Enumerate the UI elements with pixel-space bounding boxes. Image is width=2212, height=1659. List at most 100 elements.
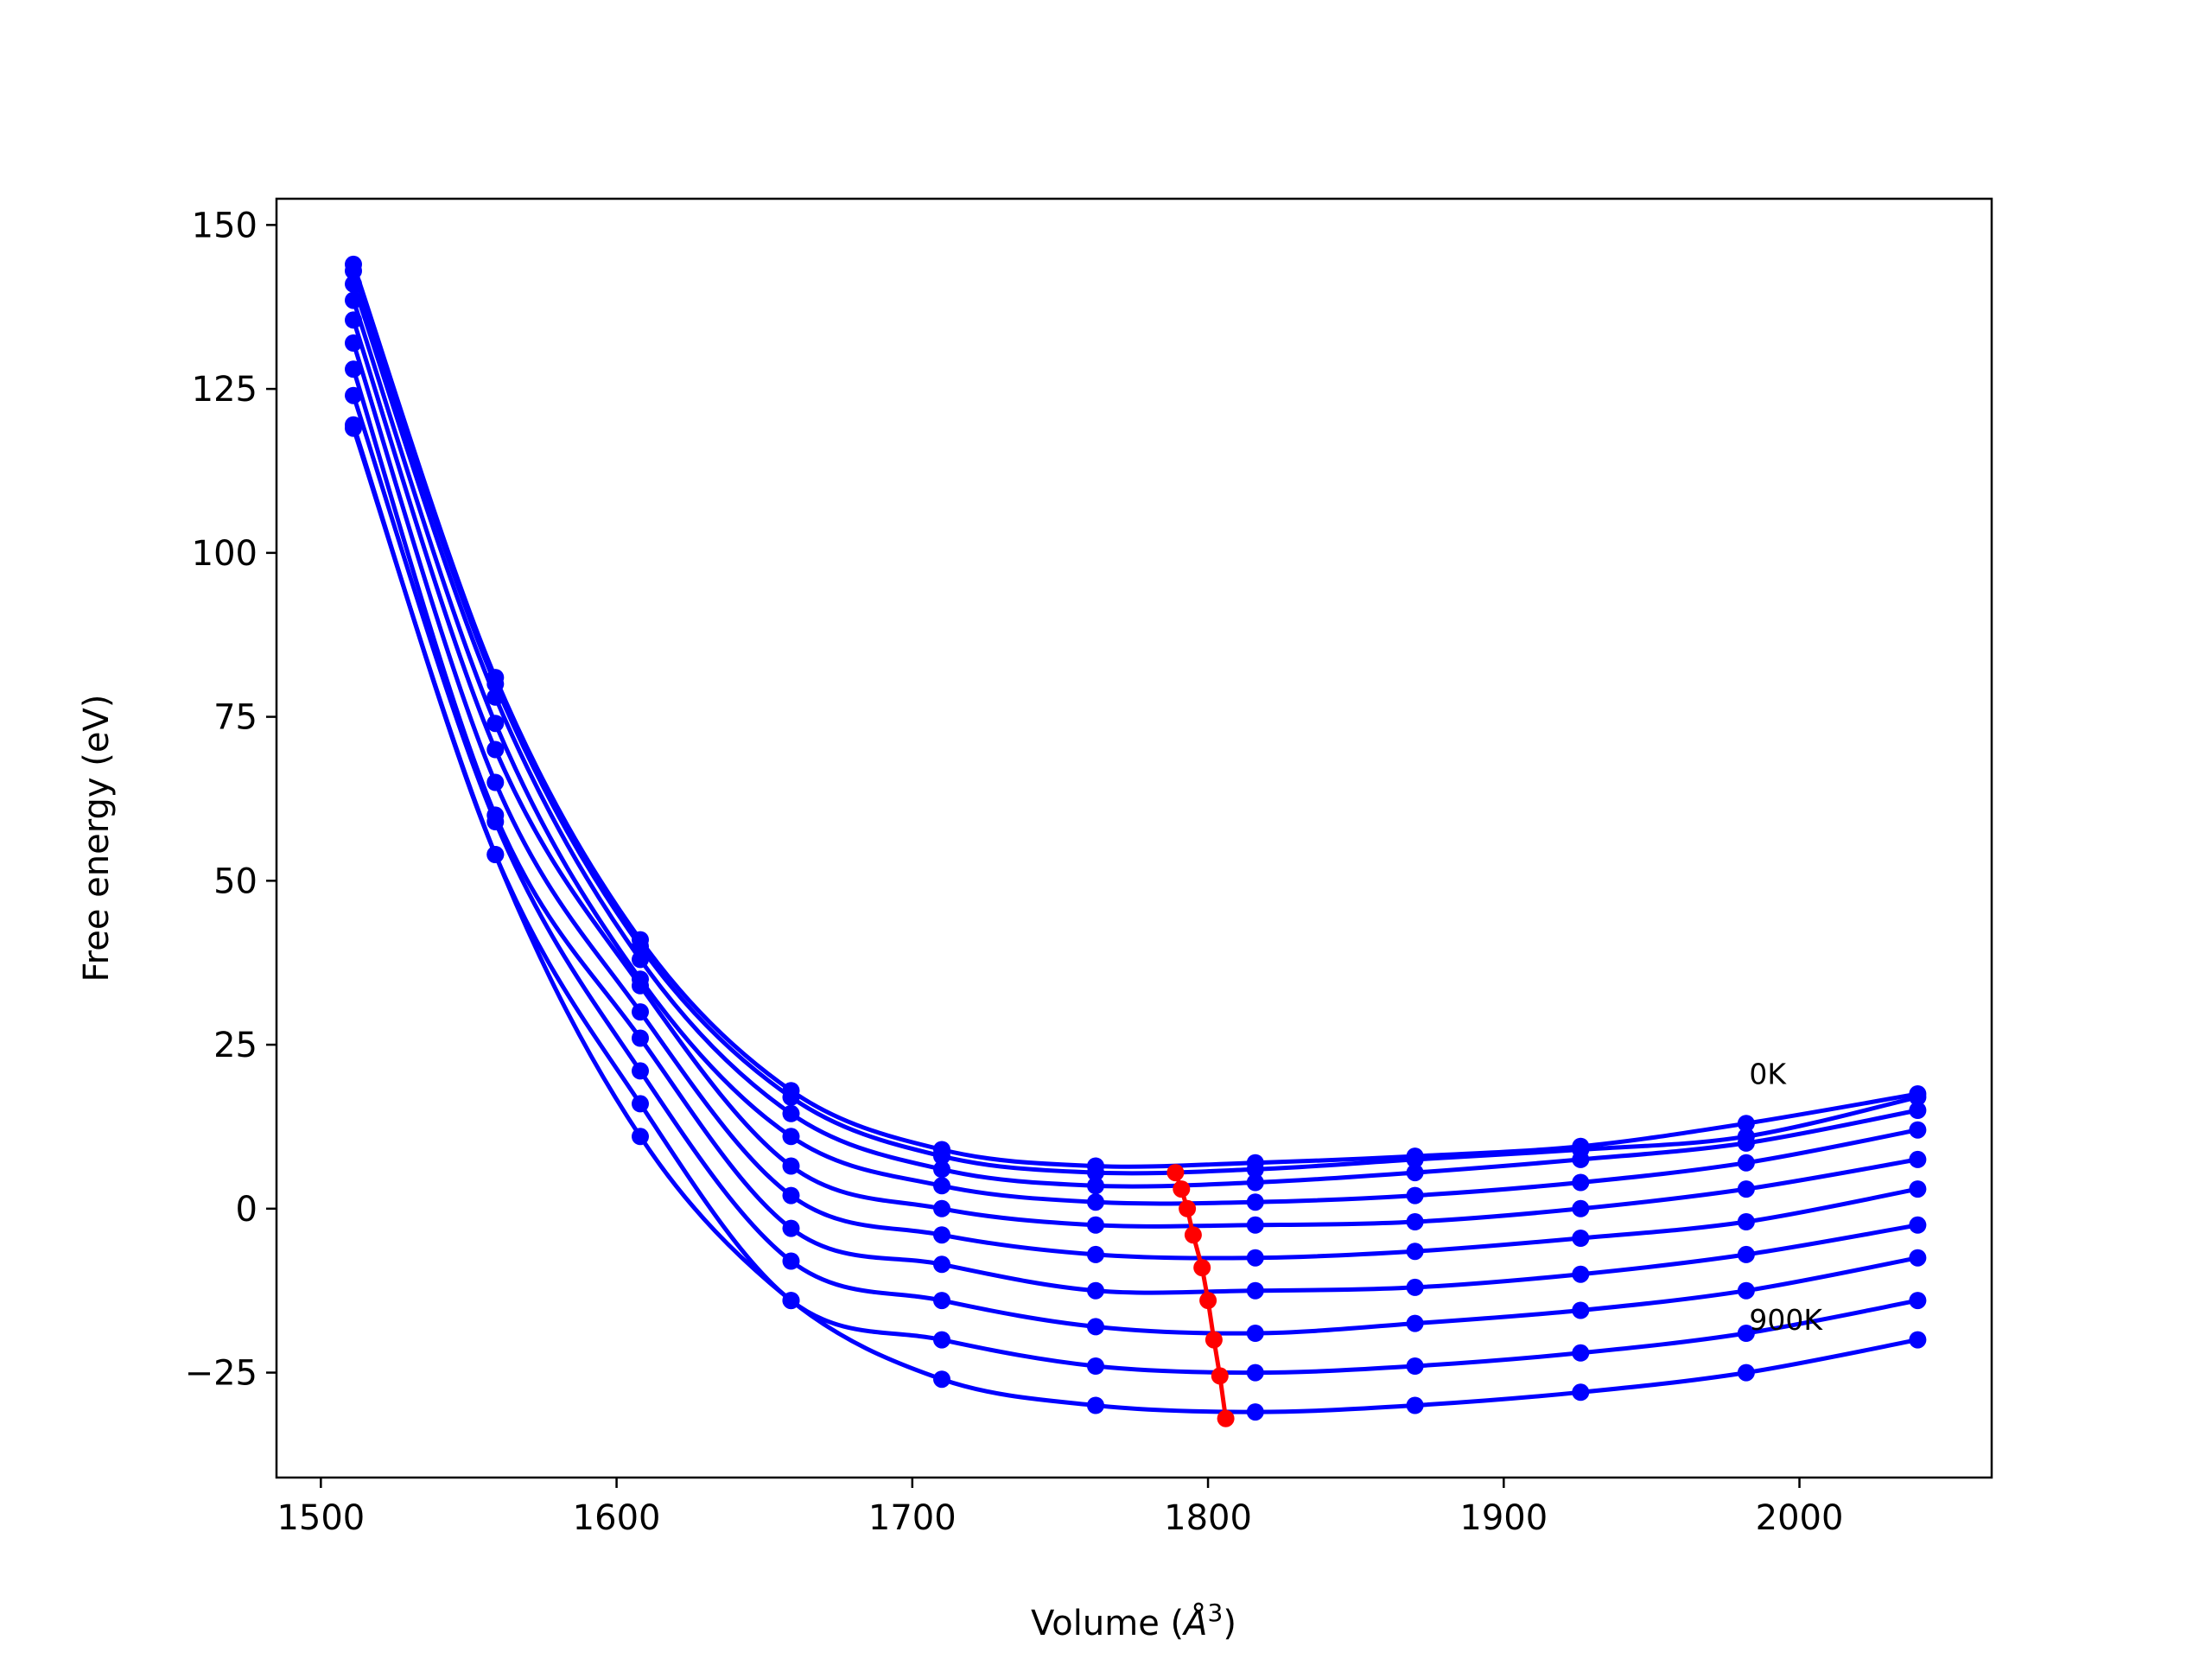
temperature-annotation: 900K xyxy=(1749,1303,1823,1337)
x-tick-label: 1700 xyxy=(868,1498,957,1538)
data-point xyxy=(933,1199,950,1217)
data-point xyxy=(345,311,362,329)
data-point xyxy=(1909,1331,1927,1349)
data-point xyxy=(782,1088,800,1106)
x-tick-label: 1800 xyxy=(1164,1498,1252,1538)
y-tick-label: 125 xyxy=(192,370,257,410)
minimum-point xyxy=(1193,1259,1211,1277)
minimum-point xyxy=(1184,1226,1202,1244)
data-point xyxy=(1406,1357,1424,1375)
x-tick-label: 1900 xyxy=(1459,1498,1548,1538)
minimum-point xyxy=(1166,1164,1185,1182)
y-axis-ticks: −25 0 25 50 75 100 125 150 xyxy=(185,206,276,1394)
data-point xyxy=(1737,1363,1755,1382)
data-points xyxy=(345,255,1927,1421)
data-point xyxy=(782,1186,800,1205)
data-point xyxy=(782,1292,800,1310)
y-tick-label: 25 xyxy=(213,1026,257,1065)
data-point xyxy=(1406,1164,1424,1182)
data-point xyxy=(1087,1396,1104,1414)
data-point xyxy=(1572,1173,1590,1192)
data-point xyxy=(486,846,505,863)
data-point xyxy=(1406,1278,1424,1296)
data-point xyxy=(1572,1344,1590,1362)
temperature-annotation: 0K xyxy=(1749,1058,1787,1091)
x-tick-label: 1600 xyxy=(573,1498,661,1538)
data-point xyxy=(933,1331,950,1349)
y-tick-label: 150 xyxy=(192,206,257,245)
data-point xyxy=(1737,1134,1755,1152)
data-point xyxy=(486,773,505,791)
data-point xyxy=(933,1177,950,1195)
data-point xyxy=(632,1062,649,1080)
data-point xyxy=(632,1095,649,1113)
data-point xyxy=(1572,1301,1590,1319)
data-point xyxy=(782,1128,800,1146)
data-point xyxy=(1246,1160,1264,1179)
y-tick-label: 50 xyxy=(213,861,257,901)
series-curve-2 xyxy=(351,283,1918,1189)
y-tick-label: 0 xyxy=(236,1190,257,1230)
data-point xyxy=(1572,1265,1590,1283)
data-point xyxy=(632,976,649,995)
data-point xyxy=(782,1219,800,1237)
data-point xyxy=(1087,1164,1104,1182)
data-point xyxy=(782,1252,800,1270)
data-point xyxy=(345,419,362,437)
data-point xyxy=(1909,1088,1927,1106)
y-axis-label: Free energy (eV) xyxy=(77,695,117,982)
data-point xyxy=(632,1128,649,1146)
series-curve-8 xyxy=(351,424,1918,1376)
data-point xyxy=(632,1003,649,1021)
data-point xyxy=(1737,1325,1755,1342)
data-point xyxy=(632,1029,649,1047)
data-point xyxy=(1087,1318,1104,1336)
data-point xyxy=(1737,1245,1755,1263)
series-curve-4 xyxy=(351,319,1918,1229)
series-curve-9 xyxy=(351,427,1918,1414)
data-point xyxy=(345,291,362,309)
data-point xyxy=(1087,1281,1104,1300)
data-point xyxy=(1737,1180,1755,1198)
data-point xyxy=(782,1104,800,1122)
data-point xyxy=(1572,1383,1590,1402)
data-point xyxy=(1246,1193,1264,1211)
annotations: 0K 900K xyxy=(1749,1058,1823,1338)
data-point xyxy=(1909,1216,1927,1234)
data-point xyxy=(1406,1243,1424,1261)
data-point xyxy=(1087,1216,1104,1234)
data-point xyxy=(1406,1150,1424,1168)
series-curve-5 xyxy=(351,342,1918,1261)
y-tick-label: 75 xyxy=(213,698,257,738)
minimum-point xyxy=(1173,1180,1191,1198)
data-point xyxy=(1246,1363,1264,1382)
data-point xyxy=(486,741,505,759)
data-point xyxy=(1087,1177,1104,1195)
data-point xyxy=(933,1226,950,1244)
data-point xyxy=(933,1147,950,1166)
data-point xyxy=(1909,1292,1927,1310)
data-point xyxy=(1737,1115,1755,1133)
minimum-point xyxy=(1199,1292,1217,1310)
data-point xyxy=(1246,1281,1264,1300)
minimum-point xyxy=(1205,1331,1223,1349)
data-point xyxy=(1737,1154,1755,1172)
minimum-point xyxy=(1211,1367,1229,1385)
data-point xyxy=(1572,1199,1590,1217)
data-point xyxy=(1909,1180,1927,1198)
data-point xyxy=(1087,1193,1104,1211)
y-tick-label: 100 xyxy=(192,534,257,574)
data-point xyxy=(345,275,362,293)
series-curve-1 xyxy=(351,270,1918,1176)
x-axis-ticks: 1500 1600 1700 1800 1900 2000 xyxy=(276,1478,1843,1538)
data-point xyxy=(1406,1396,1424,1414)
data-point xyxy=(632,950,649,969)
data-point xyxy=(1246,1403,1264,1421)
data-point xyxy=(1737,1281,1755,1300)
data-point xyxy=(345,360,362,378)
data-point xyxy=(1246,1325,1264,1342)
data-point xyxy=(1909,1249,1927,1267)
data-point xyxy=(486,688,505,706)
x-tick-label: 1500 xyxy=(276,1498,365,1538)
